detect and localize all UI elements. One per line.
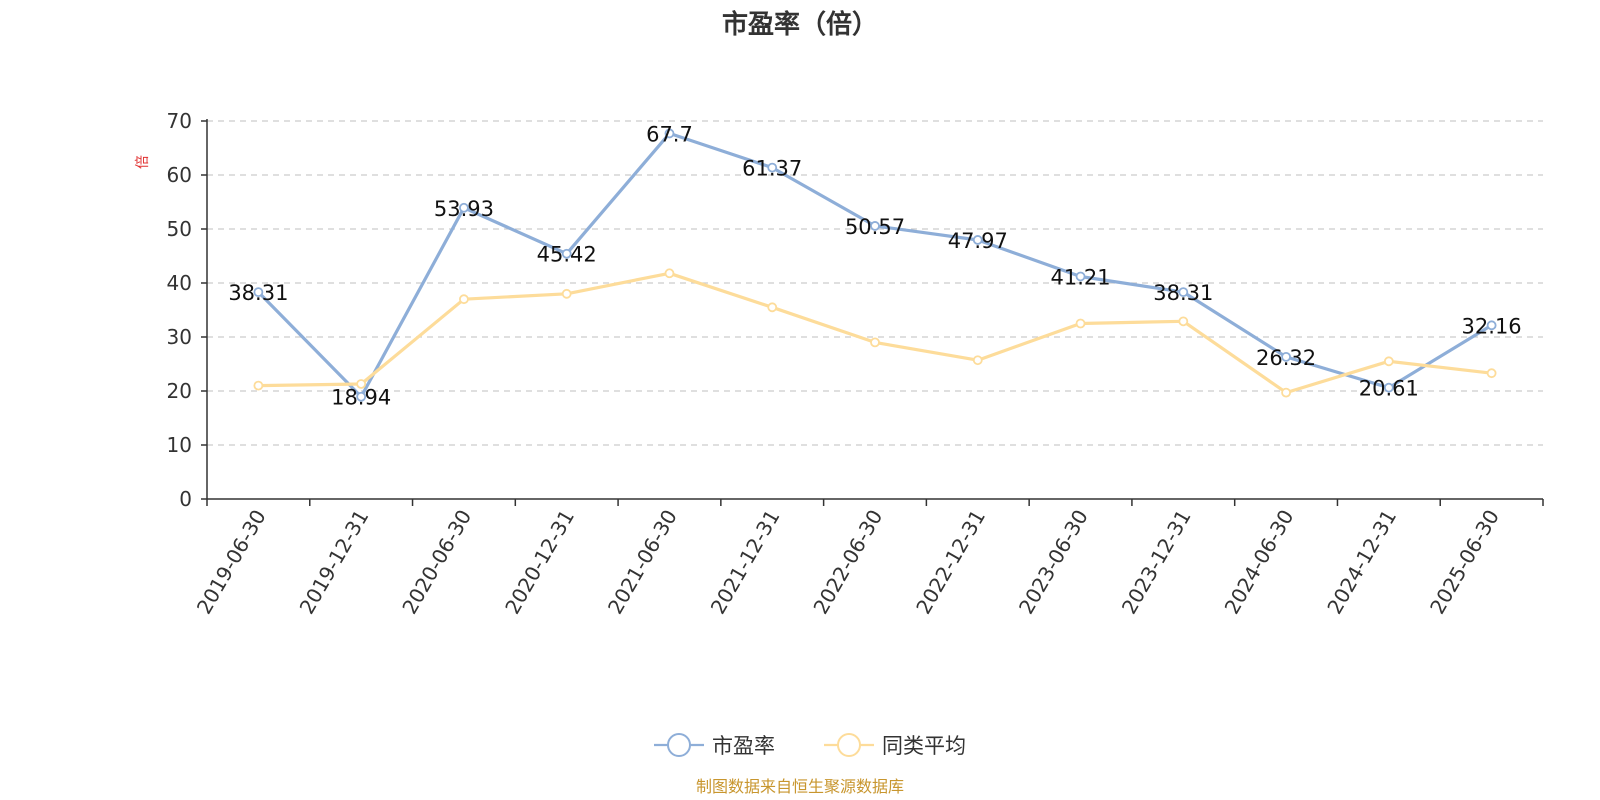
series-0-point[interactable] <box>253 287 264 298</box>
x-tick-label: 2023-12-31 <box>1117 506 1196 619</box>
legend-label: 同类平均 <box>882 734 966 758</box>
data-labels: 38.31 18.94 53.93 45.42 67.7 61.37 50.57 47.97 4… <box>228 122 1521 409</box>
series-1-point[interactable] <box>1178 316 1189 327</box>
y-axis-label: 倍 <box>135 155 151 169</box>
series-0-point[interactable] <box>1486 320 1497 331</box>
x-tick-label: 2022-12-31 <box>911 506 990 619</box>
x-tick-label: 2021-06-30 <box>603 506 682 619</box>
series-1-point[interactable] <box>1383 356 1394 367</box>
series-1-point[interactable] <box>253 380 264 391</box>
series-1-point[interactable] <box>767 302 778 313</box>
series-1-point[interactable] <box>870 337 880 348</box>
series-0-point[interactable] <box>767 162 778 173</box>
y-tick-label: 30 <box>167 325 192 349</box>
legend-item-0[interactable]: 市盈率 <box>654 733 775 758</box>
x-tick-label: 2020-06-30 <box>397 506 476 619</box>
series-1-point[interactable] <box>664 268 675 279</box>
grid-lines <box>207 120 1543 446</box>
series-0-data-label: 18.94 <box>331 386 391 410</box>
series-0-data-label: 67.7 <box>646 122 693 146</box>
series-1-point[interactable] <box>459 294 469 305</box>
series-0-data-label: 53.93 <box>434 197 494 221</box>
series-line-1 <box>258 271 1492 395</box>
series-0-data-label: 47.97 <box>948 229 1008 253</box>
series-1-point[interactable] <box>561 288 572 299</box>
series-0-point[interactable] <box>1178 287 1189 298</box>
series-0-data-label: 50.57 <box>845 215 905 239</box>
series-1-point[interactable] <box>1075 318 1086 329</box>
series-0-point[interactable] <box>1075 271 1086 282</box>
series-0-point[interactable] <box>972 235 983 245</box>
series-0-data-label: 32.16 <box>1462 314 1522 338</box>
axes: 0 10 20 30 40 50 60 70 2019-06-30 2019-12-31 2020-… <box>167 109 1544 619</box>
series-1-point[interactable] <box>1486 368 1497 379</box>
series-0-point[interactable] <box>356 391 367 402</box>
series-1-point[interactable] <box>972 355 983 366</box>
legend-marker <box>667 733 691 757</box>
y-tick-label: 70 <box>167 109 192 133</box>
series-0-point[interactable] <box>664 128 675 139</box>
legend-marker <box>837 733 861 757</box>
series-0-data-label: 61.37 <box>742 157 802 181</box>
series-0-point[interactable] <box>1383 382 1394 393</box>
x-tick-label: 2024-06-30 <box>1220 506 1299 619</box>
series-1-point[interactable] <box>1281 387 1291 398</box>
y-tick-label: 0 <box>179 487 192 511</box>
series-1-point[interactable] <box>356 379 367 389</box>
source-note: 制图数据来自恒生聚源数据库 <box>696 777 904 796</box>
series-0-point[interactable] <box>1281 351 1291 362</box>
series-0-data-label: 38.31 <box>228 281 288 305</box>
series-0-data-label: 26.32 <box>1256 346 1316 370</box>
chart-title: 市盈率（倍） <box>722 9 878 40</box>
series-0-data-label: 38.31 <box>1153 281 1213 305</box>
series-0-data-label: 20.61 <box>1359 377 1419 401</box>
x-tick-label: 2024-12-31 <box>1322 506 1401 619</box>
y-tick-label: 10 <box>167 433 192 457</box>
y-tick-label: 50 <box>167 217 192 241</box>
x-tick-label: 2022-06-30 <box>808 506 887 619</box>
series-0-point[interactable] <box>459 202 469 213</box>
legend-label: 市盈率 <box>712 734 775 758</box>
legend-item-1[interactable]: 同类平均 <box>824 733 966 758</box>
series-0-data-label: 41.21 <box>1050 265 1110 289</box>
x-tick-label: 2025-06-30 <box>1425 506 1504 619</box>
series-0-point[interactable] <box>870 221 880 231</box>
y-tick-label: 60 <box>167 163 192 187</box>
x-tick-label: 2019-06-30 <box>192 506 271 619</box>
y-tick-label: 20 <box>167 379 192 403</box>
y-tick-label: 40 <box>167 271 192 295</box>
series-0-data-label: 45.42 <box>537 243 597 267</box>
x-tick-label: 2021-12-31 <box>706 506 785 619</box>
series-0-point[interactable] <box>561 248 572 259</box>
legend[interactable]: 市盈率 同类平均 <box>654 733 966 758</box>
x-tick-label: 2019-12-31 <box>295 506 374 619</box>
x-tick-label: 2023-06-30 <box>1014 506 1093 619</box>
x-tick-label: 2020-12-31 <box>500 506 579 619</box>
series-lines <box>253 128 1497 402</box>
